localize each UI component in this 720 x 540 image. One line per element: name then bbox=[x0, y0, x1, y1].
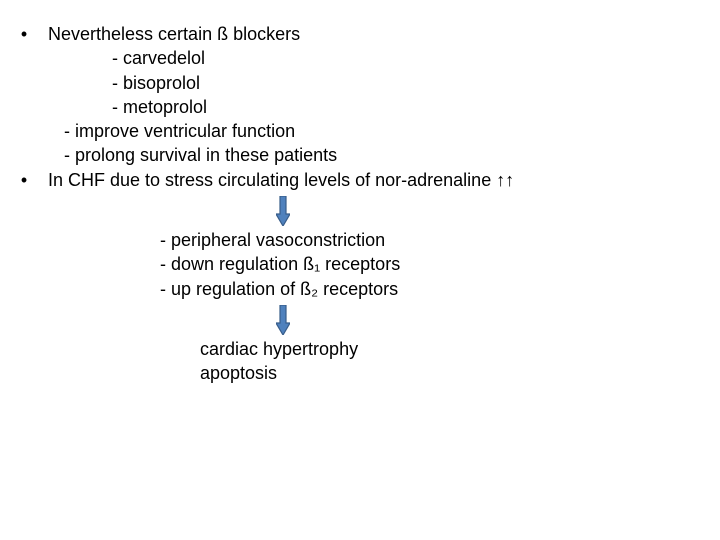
down-arrow-wrap bbox=[276, 196, 720, 226]
sub-item: - bisoprolol bbox=[112, 71, 720, 95]
down-arrow-wrap bbox=[276, 305, 720, 335]
bullet-row: • Nevertheless certain ß blockers bbox=[0, 22, 720, 46]
sub-item: - metoprolol bbox=[112, 95, 720, 119]
slide-body: • Nevertheless certain ß blockers - carv… bbox=[0, 0, 720, 540]
bullet-marker: • bbox=[0, 168, 48, 192]
bullet-text: Nevertheless certain ß blockers bbox=[48, 22, 720, 46]
sub-item: - prolong survival in these patients bbox=[64, 143, 720, 167]
final-line: apoptosis bbox=[200, 361, 720, 385]
sub-item: - carvedelol bbox=[112, 46, 720, 70]
bullet-marker: • bbox=[0, 22, 48, 46]
final-block: cardiac hypertrophy apoptosis bbox=[200, 337, 720, 386]
down-arrow-icon bbox=[276, 305, 290, 335]
mid-line: - up regulation of ß₂ receptors bbox=[160, 277, 720, 301]
sub-item: - improve ventricular function bbox=[64, 119, 720, 143]
arrow-path bbox=[276, 305, 290, 335]
mid-line: - down regulation ß₁ receptors bbox=[160, 252, 720, 276]
mid-block: - peripheral vasoconstriction - down reg… bbox=[160, 228, 720, 301]
mid-line: - peripheral vasoconstriction bbox=[160, 228, 720, 252]
down-arrow-icon bbox=[276, 196, 290, 226]
bullet-row: • In CHF due to stress circulating level… bbox=[0, 168, 720, 192]
arrow-path bbox=[276, 196, 290, 226]
bullet-text: In CHF due to stress circulating levels … bbox=[48, 168, 720, 192]
final-line: cardiac hypertrophy bbox=[200, 337, 720, 361]
